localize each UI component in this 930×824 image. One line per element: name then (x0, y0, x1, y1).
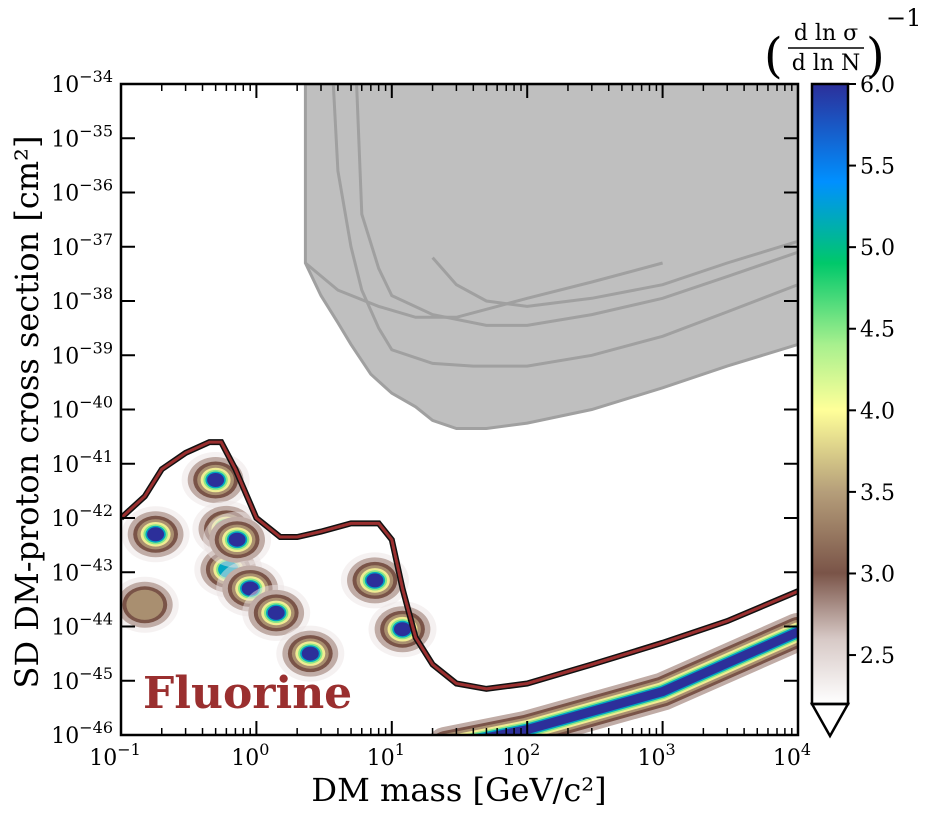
heatmap-blob-6 (203, 511, 272, 568)
colorbar-title: ( d ln σ d ln N ) −1 (764, 4, 921, 84)
colorbar-tick-label: 2.5 (860, 644, 895, 669)
exclusion-limit-line-1 (331, 84, 798, 368)
colorbar-title-denominator: d ln N (792, 51, 861, 76)
y-tick-label: 10−35 (51, 121, 113, 152)
colorbar-tick-label: 4.0 (860, 399, 895, 424)
y-tick-label: 10−42 (51, 501, 113, 532)
colorbar-title-exponent: −1 (886, 4, 921, 32)
heatmap-blob-2 (121, 576, 179, 633)
heatmap-blob-10 (340, 552, 409, 609)
colorbar: 2.5 3.0 3.5 4.0 4.5 5.0 5.5 6.0 ( d ln σ d ln N… (764, 4, 921, 739)
y-tick-label: 10−34 (51, 67, 113, 98)
plot-area (121, 84, 798, 735)
y-tick-label: 10−37 (51, 230, 113, 261)
heatmap-blob-11 (368, 601, 437, 658)
target-label: Fluorine (143, 668, 352, 719)
y-tick-label: 10−41 (51, 447, 113, 478)
colorbar-gradient (812, 84, 848, 704)
heatmap-blob-9 (276, 625, 345, 682)
neutrino-floor-line (121, 440, 798, 691)
y-tick-label: 10−36 (51, 176, 113, 207)
x-tick-label: 10−1 (89, 740, 141, 771)
y-axis-title: SD DM-proton cross section [cm²] (8, 136, 46, 689)
y-tick-label: 10−43 (51, 555, 113, 586)
colorbar-ticks: 2.5 3.0 3.5 4.0 4.5 5.0 5.5 6.0 (848, 73, 895, 669)
colorbar-tick-label: 5.0 (860, 236, 895, 261)
x-tick-label: 103 (638, 740, 676, 771)
heatmap-blob-1 (121, 506, 190, 563)
y-tick-label: 10−46 (51, 718, 113, 749)
x-axis-title: DM mass [GeV/c²] (311, 771, 606, 809)
y-tick-label: 10−39 (51, 338, 113, 369)
colorbar-tick-label: 3.0 (860, 562, 895, 587)
axis-ticks: 10−1 100 101 102 103 104 10−46 10−45 10−44 10−43 1… (51, 67, 811, 771)
x-tick-label: 104 (773, 740, 811, 771)
x-tick-label: 102 (502, 740, 540, 771)
exclusion-limit-line-3 (304, 261, 663, 319)
colorbar-tick-label: 4.5 (860, 318, 895, 343)
x-tick-label: 100 (231, 740, 269, 771)
y-tick-label: 10−40 (51, 393, 113, 424)
colorbar-title-paren-right: ) (866, 28, 885, 84)
heatmap-blob-8 (242, 584, 311, 641)
y-tick-label: 10−44 (51, 610, 113, 641)
colorbar-title-numerator: d ln σ (794, 21, 858, 46)
colorbar-tick-label: 6.0 (860, 73, 895, 98)
colorbar-tick-label: 3.5 (860, 481, 895, 506)
exclusion-limit-line-4 (431, 239, 798, 308)
colorbar-extend-triangle (809, 702, 851, 739)
excluded-region (303, 84, 798, 430)
exclusion-limit-line-2 (355, 84, 798, 327)
exclusion-limit-lines (304, 84, 798, 368)
y-tick-label: 10−45 (51, 664, 113, 695)
heatmap-band (430, 612, 798, 735)
colorbar-frame (810, 82, 850, 706)
colorbar-tick-label: 5.5 (860, 155, 895, 180)
y-tick-label: 10−38 (51, 284, 113, 315)
colorbar-title-paren-left: ( (764, 28, 783, 84)
x-tick-label: 101 (367, 740, 405, 771)
